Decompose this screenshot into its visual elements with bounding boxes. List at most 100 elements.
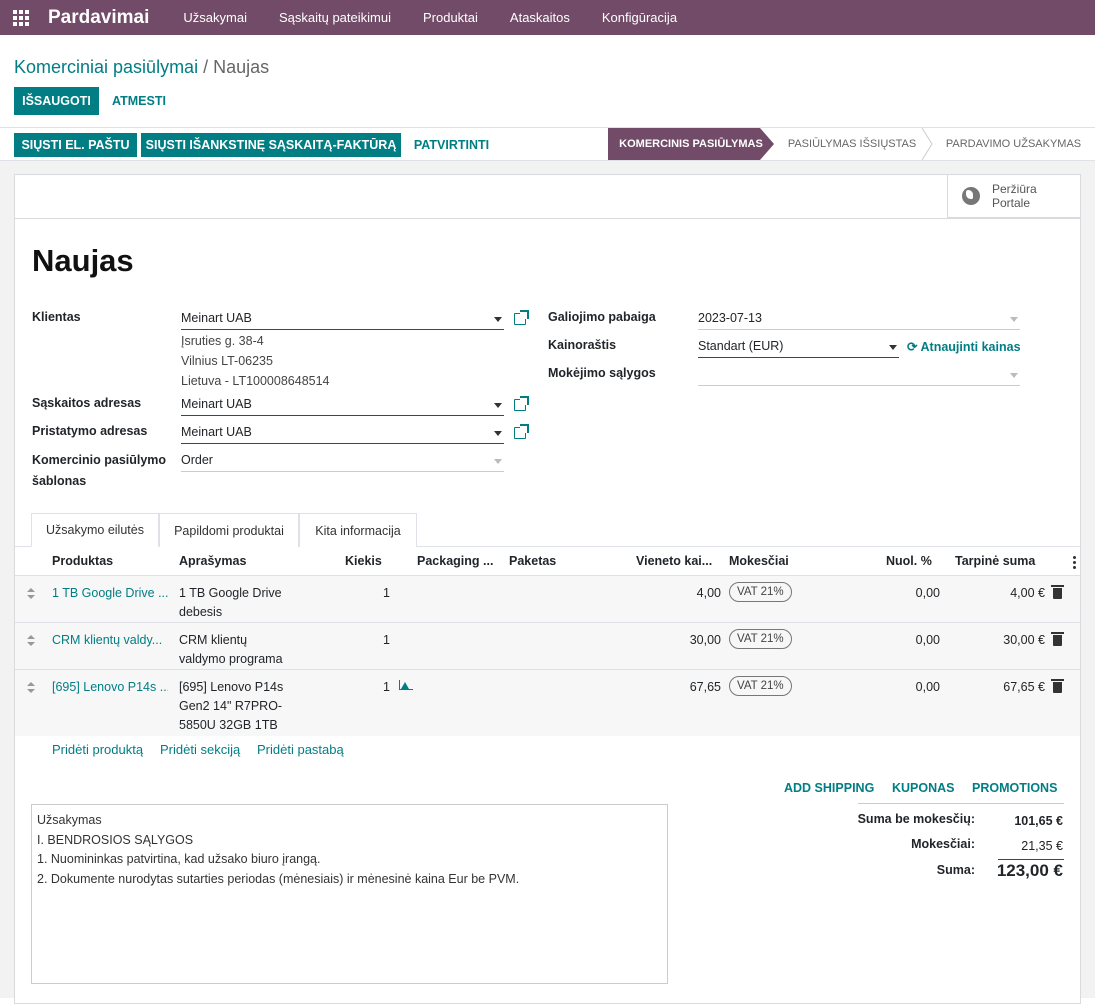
- quotation-template-field[interactable]: Order: [181, 450, 504, 472]
- stage-sales-order[interactable]: PARDAVIMO UŽSAKYMAS: [945, 138, 1082, 150]
- col-subtotal[interactable]: Tarpinė suma: [955, 554, 1036, 568]
- row-quantity[interactable]: 1: [383, 680, 390, 694]
- stage-quotation[interactable]: KOMERCINIS PASIŪLYMAS: [608, 128, 774, 160]
- save-button[interactable]: IŠSAUGOTI: [14, 87, 99, 115]
- row-subtotal: 30,00 €: [1003, 633, 1045, 647]
- app-brand[interactable]: Pardavimai: [48, 6, 150, 28]
- send-proforma-button[interactable]: SIŲSTI IŠANKSTINĘ SĄSKAITĄ-FAKTŪRĄ: [141, 133, 401, 157]
- add-product-link[interactable]: Pridėti produktą: [52, 742, 144, 757]
- menu-to-invoice[interactable]: Sąskaitų pateikimui: [278, 10, 391, 25]
- row-description[interactable]: CRM klientų valdymo programa: [179, 631, 283, 669]
- table-row[interactable]: CRM klientų valdy... CRM klientų valdymo …: [15, 623, 1080, 670]
- update-prices-link[interactable]: ⟳ Atnaujinti kainas: [907, 339, 1021, 354]
- add-note-link[interactable]: Pridėti pastabą: [257, 742, 344, 757]
- col-taxes[interactable]: Mokesčiai: [729, 554, 789, 568]
- col-discount[interactable]: Nuol. %: [886, 554, 932, 568]
- preview-label-line1: Peržiūra: [992, 182, 1037, 196]
- delivery-address-label: Pristatymo adresas: [32, 424, 148, 438]
- stage-quotation-sent[interactable]: PASIŪLYMAS IŠSIŲSTAS: [787, 138, 917, 150]
- validity-value: 2023-07-13: [698, 311, 762, 325]
- template-label: Komercinio pasiūlymo šablonas: [32, 450, 166, 492]
- trash-icon[interactable]: [1051, 632, 1064, 646]
- row-product[interactable]: CRM klientų valdy...: [52, 633, 163, 647]
- delivery-address-value: Meinart UAB: [181, 425, 252, 439]
- template-label-line2: šablonas: [32, 474, 87, 488]
- row-description-line: Gen2 14" R7PRO-: [179, 699, 283, 713]
- form-sheet: Peržiūra Portale Naujas Klientas Meinart…: [14, 174, 1081, 1004]
- menu-reporting[interactable]: Ataskaitos: [509, 10, 570, 25]
- terms-note-textarea[interactable]: Užsakymas I. BENDROSIOS SĄLYGOS 1. Nuomi…: [31, 804, 668, 984]
- row-quantity[interactable]: 1: [383, 586, 390, 600]
- tab-optional-products[interactable]: Papildomi produktai: [159, 513, 299, 547]
- table-row[interactable]: 1 TB Google Drive ... 1 TB Google Drive d…: [15, 576, 1080, 623]
- col-product[interactable]: Produktas: [52, 554, 114, 568]
- invoice-address-label: Sąskaitos adresas: [32, 396, 142, 410]
- total-label: Suma:: [936, 863, 975, 877]
- row-discount[interactable]: 0,00: [915, 633, 940, 647]
- customer-address: Įsruties g. 38-4 Vilnius LT-06235 Lietuv…: [181, 331, 330, 391]
- tax-badge[interactable]: VAT 21%: [729, 582, 792, 602]
- add-shipping-button[interactable]: ADD SHIPPING: [784, 781, 875, 795]
- customer-preview-button[interactable]: Peržiūra Portale: [947, 175, 1080, 218]
- drag-handle-icon[interactable]: [27, 682, 35, 694]
- table-row[interactable]: [695] Lenovo P14s ... [695] Lenovo P14s G…: [15, 670, 1080, 736]
- tabs-divider: [15, 546, 1080, 547]
- external-link-icon[interactable]: [514, 310, 529, 325]
- row-unit-price[interactable]: 30,00: [689, 633, 721, 647]
- coupon-button[interactable]: KUPONAS: [892, 781, 955, 795]
- promotions-button[interactable]: PROMOTIONS: [972, 781, 1058, 795]
- trash-icon[interactable]: [1051, 585, 1064, 599]
- payment-terms-field[interactable]: [698, 364, 1020, 386]
- confirm-button[interactable]: PATVIRTINTI: [413, 138, 490, 152]
- send-email-button[interactable]: SIŲSTI EL. PAŠTU: [14, 133, 137, 157]
- col-packaging[interactable]: Packaging ...: [417, 554, 494, 568]
- menu-products[interactable]: Produktai: [422, 10, 478, 25]
- drag-handle-icon[interactable]: [27, 588, 35, 600]
- row-discount[interactable]: 0,00: [915, 680, 940, 694]
- row-description-line: 5850U 32GB 1TB: [179, 718, 278, 732]
- delivery-address-field[interactable]: Meinart UAB: [181, 422, 504, 444]
- globe-icon: [962, 187, 980, 205]
- menu-configuration[interactable]: Konfigūracija: [601, 10, 678, 25]
- dropdown-caret-icon: [494, 403, 502, 408]
- col-description[interactable]: Aprašymas: [179, 554, 247, 568]
- invoice-address-field[interactable]: Meinart UAB: [181, 394, 504, 416]
- preview-label-line2: Portale: [992, 196, 1031, 210]
- col-quantity[interactable]: Kiekis: [345, 554, 382, 568]
- discard-button[interactable]: ATMESTI: [112, 94, 166, 108]
- total-amount: 123,00 €: [996, 861, 1063, 880]
- add-section-link[interactable]: Pridėti sekciją: [160, 742, 241, 757]
- row-description[interactable]: [695] Lenovo P14s Gen2 14" R7PRO- 5850U 32…: [179, 678, 283, 735]
- tab-other-info[interactable]: Kita informacija: [299, 513, 417, 547]
- pricelist-field[interactable]: Standart (EUR): [698, 336, 899, 358]
- apps-menu-icon[interactable]: [13, 9, 29, 26]
- stage-divider-icon: [921, 128, 933, 160]
- row-product[interactable]: [695] Lenovo P14s ...: [52, 680, 168, 694]
- trash-icon[interactable]: [1051, 679, 1064, 693]
- row-discount[interactable]: 0,00: [915, 586, 940, 600]
- row-description[interactable]: 1 TB Google Drive debesis: [179, 584, 282, 622]
- validity-date-field[interactable]: 2023-07-13: [698, 308, 1020, 330]
- menu-orders[interactable]: Užsakymai: [183, 10, 247, 25]
- forecast-chart-icon[interactable]: [399, 680, 413, 690]
- breadcrumb: Komerciniai pasiūlymai / Naujas: [14, 57, 269, 78]
- drag-handle-icon[interactable]: [27, 635, 35, 647]
- row-product[interactable]: 1 TB Google Drive ...: [52, 586, 168, 600]
- tax-badge[interactable]: VAT 21%: [729, 629, 792, 649]
- col-unit-price[interactable]: Vieneto kai...: [636, 554, 713, 568]
- customer-field[interactable]: Meinart UAB: [181, 308, 504, 330]
- invoice-address-value: Meinart UAB: [181, 397, 252, 411]
- row-unit-price[interactable]: 67,65: [689, 680, 721, 694]
- column-options-icon[interactable]: [1073, 556, 1076, 571]
- address-line: Vilnius LT-06235: [181, 354, 273, 368]
- breadcrumb-parent[interactable]: Komerciniai pasiūlymai: [14, 57, 199, 77]
- row-description-line: valdymo programa: [179, 652, 283, 666]
- row-unit-price[interactable]: 4,00: [696, 586, 721, 600]
- col-package[interactable]: Paketas: [509, 554, 557, 568]
- external-link-icon[interactable]: [514, 424, 529, 439]
- external-link-icon[interactable]: [514, 396, 529, 411]
- validity-label: Galiojimo pabaiga: [548, 310, 656, 324]
- row-quantity[interactable]: 1: [383, 633, 390, 647]
- tax-badge[interactable]: VAT 21%: [729, 676, 792, 696]
- tab-order-lines[interactable]: Užsakymo eilutės: [31, 513, 159, 547]
